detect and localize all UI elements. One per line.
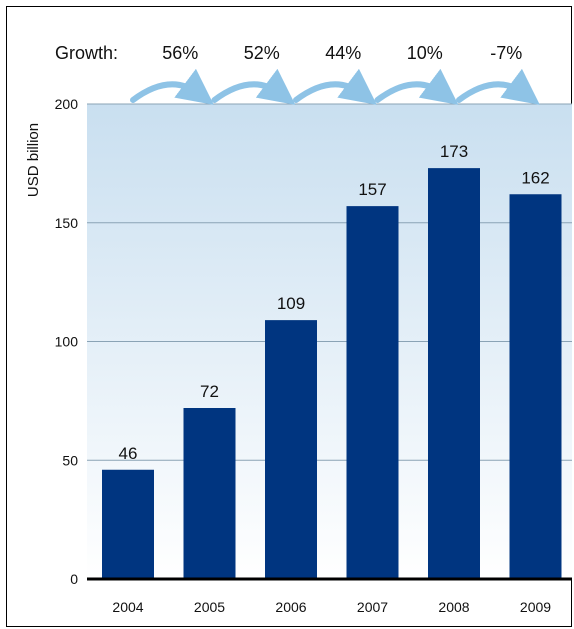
- y-axis-label: USD billion: [25, 123, 42, 197]
- x-tick-labels: 2004 2005 2006 2007 2008 2009: [112, 599, 551, 615]
- growth-arrow: [374, 68, 459, 105]
- bars: [102, 168, 562, 579]
- growth-rate: 52%: [244, 43, 280, 63]
- data-label: 173: [440, 142, 468, 161]
- growth-rate: -7%: [490, 43, 522, 63]
- y-tick-label: 200: [55, 96, 79, 112]
- bar-2004: [102, 469, 154, 579]
- growth-rate: 56%: [162, 43, 198, 63]
- x-tick-label: 2009: [520, 599, 551, 615]
- gridlines: [87, 103, 572, 461]
- data-label: 109: [277, 294, 305, 313]
- x-tick-label: 2008: [438, 599, 469, 615]
- y-tick-label: 0: [70, 571, 78, 587]
- y-tick-label: 100: [55, 334, 79, 350]
- bar-2006: [265, 320, 317, 579]
- growth-arrow: [293, 68, 377, 105]
- data-labels: 46 72 109 157 173 162: [119, 142, 550, 463]
- growth-rate: 44%: [325, 43, 361, 63]
- growth-arrow: [211, 68, 296, 105]
- x-tick-label: 2005: [194, 599, 225, 615]
- y-tick-label: 50: [62, 452, 78, 468]
- data-label: 162: [521, 168, 549, 187]
- bar-2008: [428, 168, 480, 579]
- y-tick-labels: 0 50 100 150 200: [55, 96, 79, 587]
- data-label: 157: [358, 180, 386, 199]
- bar-2005: [183, 408, 236, 579]
- growth-arrow: [130, 68, 214, 105]
- x-tick-label: 2004: [112, 599, 143, 615]
- growth-label: Growth:: [55, 43, 118, 63]
- data-label: 46: [119, 444, 138, 463]
- growth-rate: 10%: [407, 43, 443, 63]
- x-tick-label: 2007: [357, 599, 388, 615]
- growth-annotations: 56% 52% 44% 10% -7%: [130, 43, 540, 105]
- bar-2009: [509, 194, 562, 579]
- growth-arrow: [456, 68, 540, 105]
- data-label: 72: [200, 382, 219, 401]
- y-tick-label: 150: [55, 215, 79, 231]
- x-tick-label: 2006: [275, 599, 306, 615]
- bar-2007: [346, 206, 399, 579]
